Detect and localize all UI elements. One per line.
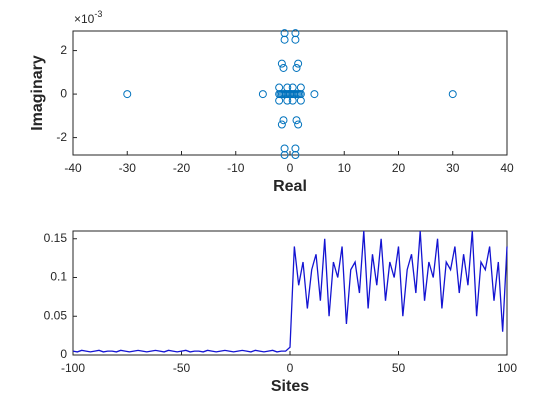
x-tick-label: -40 [64, 161, 82, 175]
x-tick-label: -20 [173, 161, 191, 175]
y-tick-label: 2 [60, 43, 67, 57]
point [292, 63, 301, 72]
point [277, 59, 286, 68]
line [72, 230, 508, 353]
point [294, 120, 303, 129]
point [291, 144, 300, 153]
axes-box [72, 30, 508, 156]
exponent-base: ×10 [74, 12, 95, 26]
point [123, 90, 132, 99]
x-tick-label: 40 [500, 161, 514, 175]
x-tick-label: -30 [119, 161, 137, 175]
point [279, 116, 288, 125]
point [291, 35, 300, 44]
point [280, 144, 289, 153]
y-axis-label: Imaginary [29, 55, 46, 131]
x-tick-label: -100 [61, 361, 85, 375]
point [280, 35, 289, 44]
x-tick-label: 20 [392, 161, 406, 175]
point [310, 90, 319, 99]
x-tick-label: -10 [227, 161, 245, 175]
point [277, 120, 286, 129]
y-exponent: ×10-3 [74, 9, 102, 26]
x-axis-label: Real [273, 178, 307, 195]
point [448, 90, 457, 99]
point [258, 90, 267, 99]
y-tick-label: -2 [56, 130, 67, 144]
y-tick-label: 0 [60, 86, 67, 100]
point [292, 116, 301, 125]
x-axis-label: Sites [271, 378, 309, 395]
x-tick-label: 0 [287, 161, 294, 175]
y-tick-label: 0 [60, 347, 67, 361]
x-tick-label: 10 [338, 161, 352, 175]
y-tick-label: 0.15 [44, 231, 68, 245]
x-tick-label: 50 [392, 361, 406, 375]
x-tick-label: 100 [497, 361, 517, 375]
exponent-power: -3 [94, 9, 102, 19]
x-tick-label: 30 [446, 161, 460, 175]
y-tick-label: 0.05 [44, 308, 68, 322]
point [279, 63, 288, 72]
x-tick-label: 0 [287, 361, 294, 375]
x-tick-label: -50 [173, 361, 191, 375]
y-tick-label: 0.1 [50, 270, 67, 284]
point [294, 59, 303, 68]
point [296, 90, 305, 99]
